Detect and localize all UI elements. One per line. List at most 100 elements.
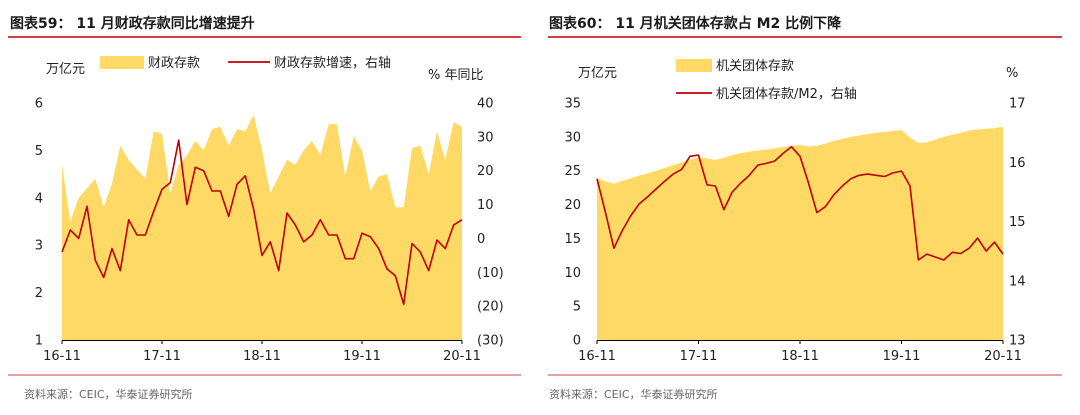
x-tick-label: 20-11 <box>443 349 481 364</box>
area-point <box>185 153 189 157</box>
source-note: 资料来源：CEIC，华泰证券研究所 <box>24 387 193 401</box>
y-tick-label-left: 6 <box>35 97 43 112</box>
line-point <box>798 154 802 158</box>
area-point <box>671 163 675 167</box>
x-tick-label: 16-11 <box>578 349 616 364</box>
area-point <box>680 161 684 165</box>
line-point <box>739 181 743 185</box>
line-point <box>102 275 106 279</box>
y-tick-label-left: 30 <box>564 130 581 145</box>
line-point <box>663 179 667 183</box>
line-point <box>840 184 844 188</box>
legend-label-line: 机关团体存款/M2，右轴 <box>716 87 857 102</box>
line-point <box>327 233 331 237</box>
area-point <box>393 205 397 209</box>
y-axis-label-right: % 年同比 <box>428 68 484 83</box>
line-point <box>360 231 364 235</box>
line-point <box>368 235 372 239</box>
area-point <box>815 144 819 148</box>
line-point <box>68 228 72 232</box>
area-point <box>747 150 751 154</box>
area-point <box>925 140 929 144</box>
area-point <box>654 169 658 173</box>
panel-institution-deposits: 图表60： 11 月机关团体存款占 M2 比例下降 万亿元 % 机关团体存款 机… <box>548 15 1062 401</box>
area-point <box>756 148 760 152</box>
line-point <box>135 233 139 237</box>
line-point <box>959 252 963 256</box>
area-series <box>597 126 1003 340</box>
line-point <box>402 302 406 306</box>
line-point <box>857 173 861 177</box>
legend-swatch-area <box>676 59 712 72</box>
area-point <box>277 175 281 179</box>
y-tick-label-left: 35 <box>564 97 581 112</box>
line-point <box>654 187 658 191</box>
y-tick-label-left: 5 <box>573 300 581 315</box>
x-tick-label: 17-11 <box>680 349 718 364</box>
line-point <box>202 169 206 173</box>
x-tick-label: 18-11 <box>781 349 819 364</box>
area-point <box>739 151 743 155</box>
line-point <box>993 240 997 244</box>
area-point <box>335 122 339 126</box>
line-point <box>781 151 785 155</box>
line-point <box>680 167 684 171</box>
line-point <box>410 242 414 246</box>
line-point <box>950 250 954 254</box>
area-point <box>302 148 306 152</box>
line-point <box>93 258 97 262</box>
x-tick-label: 18-11 <box>243 349 281 364</box>
area-point <box>93 177 97 181</box>
area-point <box>883 130 887 134</box>
y-tick-label-left: 0 <box>573 334 581 349</box>
line-point <box>756 163 760 167</box>
y-tick-label-left: 3 <box>35 239 43 254</box>
area-point <box>68 220 72 224</box>
area-point <box>160 132 164 136</box>
plot-area: 0 5 10 15 20 25 30 35 17 16 15 14 13 16-11 17-11 18-11 1… <box>564 97 1025 365</box>
y-tick-label-right: 15 <box>1009 215 1026 230</box>
line-point <box>252 208 256 212</box>
line-point <box>460 218 464 222</box>
line-point <box>310 233 314 237</box>
area-point <box>874 131 878 135</box>
line-point <box>168 181 172 185</box>
area-point <box>823 142 827 146</box>
y-tick-label-right: (30) <box>477 334 504 349</box>
line-point <box>976 236 980 240</box>
area-point <box>135 167 139 171</box>
line-point <box>646 195 650 199</box>
area-point <box>152 129 156 133</box>
line-point <box>933 255 937 259</box>
area-point <box>1001 125 1005 129</box>
x-tick-label: 16-11 <box>43 349 81 364</box>
chart-title: 图表59： 11 月财政存款同比增速提升 <box>10 15 255 32</box>
line-point <box>318 218 322 222</box>
line-point <box>722 208 726 212</box>
line-point <box>604 211 608 215</box>
line-point <box>823 205 827 209</box>
area-point <box>118 144 122 148</box>
y-tick-label-right: 16 <box>1009 156 1026 171</box>
area-point <box>210 127 214 131</box>
area-point <box>235 127 239 131</box>
area-point <box>916 141 920 145</box>
y-tick-label-right: 17 <box>1009 97 1026 112</box>
line-point <box>773 159 777 163</box>
area-point <box>891 129 895 133</box>
area-point <box>368 189 372 193</box>
legend: 财政存款 财政存款增速，右轴 <box>100 56 391 71</box>
area-point <box>722 156 726 160</box>
area-point <box>646 171 650 175</box>
line-point <box>443 247 447 251</box>
area-point <box>620 179 624 183</box>
area-point <box>959 131 963 135</box>
area-point <box>318 153 322 157</box>
area-point <box>908 136 912 140</box>
line-point <box>595 177 599 181</box>
area-point <box>252 113 256 117</box>
line-point <box>891 171 895 175</box>
line-point <box>335 233 339 237</box>
area-point <box>612 182 616 186</box>
